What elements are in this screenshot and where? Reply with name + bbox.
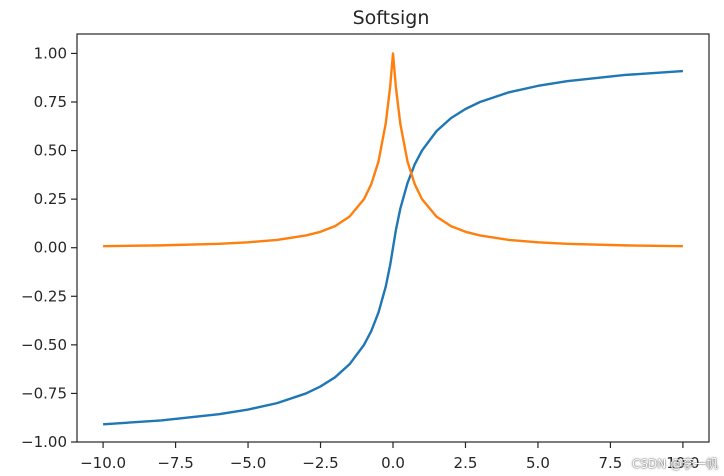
x-tick-label: −5.0 xyxy=(230,454,266,472)
x-tick-label: 7.5 xyxy=(599,454,623,472)
y-tick-label: −0.75 xyxy=(21,384,67,402)
y-tick-label: 0.00 xyxy=(34,239,67,257)
x-tick-label: 10.0 xyxy=(666,454,699,472)
y-tick-label: −0.25 xyxy=(21,287,67,305)
x-tick-label: 2.5 xyxy=(454,454,478,472)
y-tick-label: 0.50 xyxy=(34,142,67,160)
y-tick-label: 1.00 xyxy=(34,44,67,62)
series-line-1 xyxy=(103,69,683,426)
watermark: CSDN @李一帆 xyxy=(631,457,718,471)
chart-title: Softsign xyxy=(353,7,430,29)
series-line-2 xyxy=(103,52,683,248)
x-tick-label: −10.0 xyxy=(80,454,126,472)
y-tick-label: 0.25 xyxy=(34,190,67,208)
y-tick-label: −0.50 xyxy=(21,336,67,354)
y-axis: 1.00 0.75 0.50 0.25 0.00 −0.25 −0.50 −0.75 −1.00 xyxy=(21,44,77,451)
x-tick-label: −2.5 xyxy=(302,454,338,472)
x-tick-label: −7.5 xyxy=(157,454,193,472)
y-tick-label: −1.00 xyxy=(21,433,67,451)
x-tick-label: 5.0 xyxy=(526,454,550,472)
x-axis: −10.0 −7.5 −5.0 −2.5 0.0 2.5 5.0 7.5 10.0 xyxy=(80,442,700,472)
x-tick-label: 0.0 xyxy=(381,454,405,472)
axes-frame xyxy=(76,33,710,443)
series-layer xyxy=(103,52,683,426)
y-tick-label: 0.75 xyxy=(34,93,67,111)
